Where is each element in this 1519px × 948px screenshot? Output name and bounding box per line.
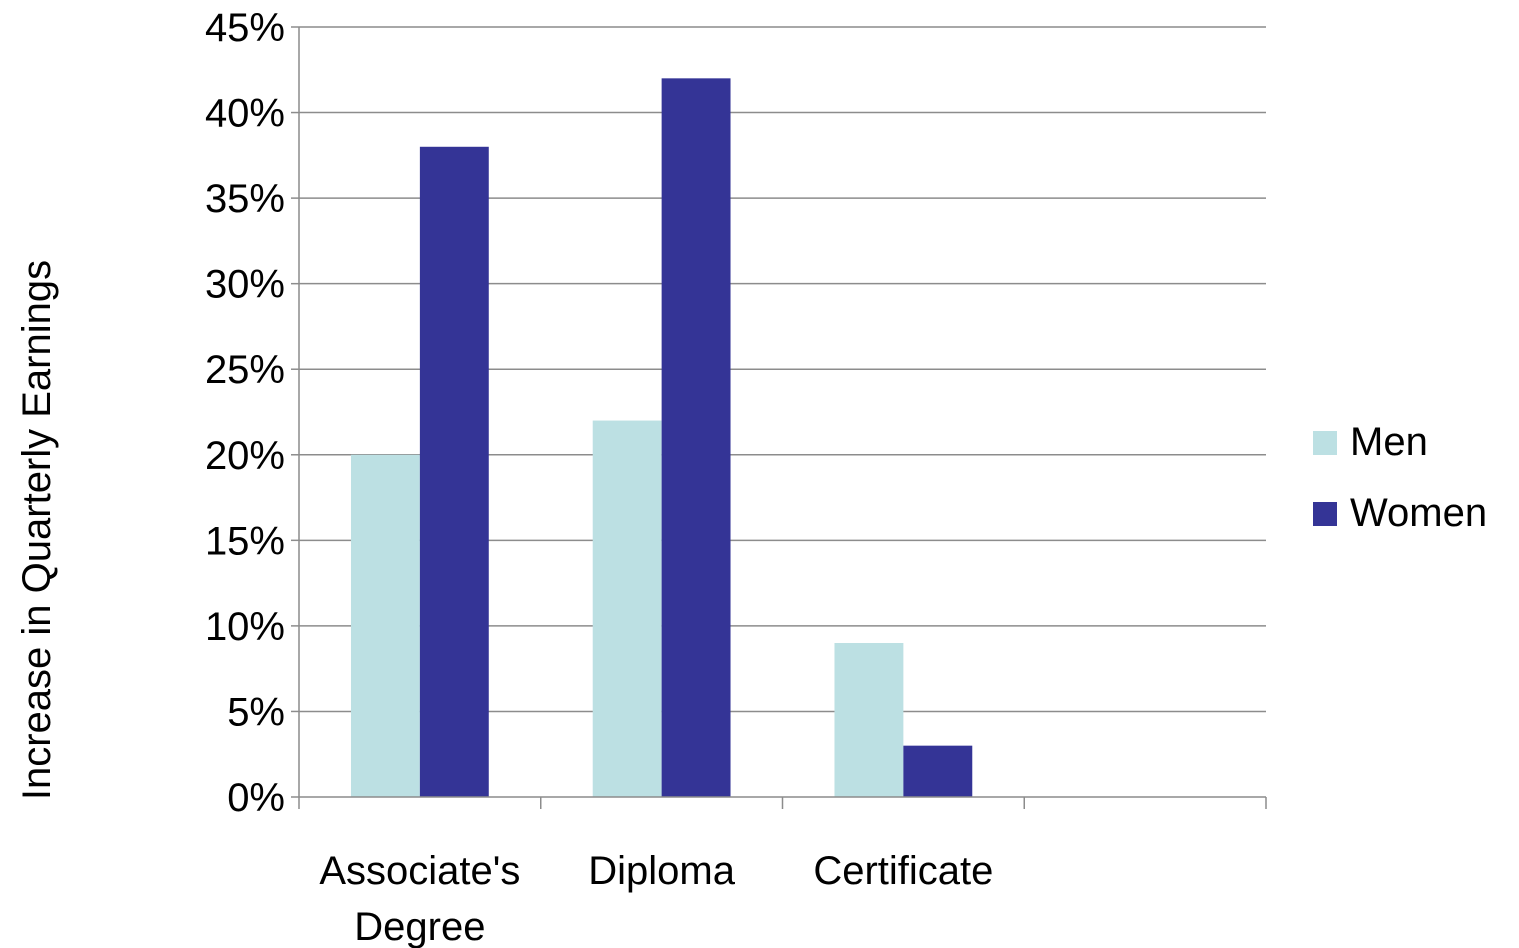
x-category-label: Diploma xyxy=(588,849,735,893)
y-tick-label: 35% xyxy=(205,177,285,221)
bar-men xyxy=(592,420,662,797)
legend-swatch-women xyxy=(1313,502,1337,526)
y-tick-labels: 0% 5% 10% 15% 20% 25% 30% 35% 40% 45% xyxy=(205,6,285,820)
x-category-labels: Associate's Degree Diploma Certificate xyxy=(319,849,993,948)
y-axis-title: Increase in Quarterly Earnings xyxy=(15,260,59,800)
axes xyxy=(291,26,1267,809)
y-tick-label: 5% xyxy=(227,690,285,734)
legend-label-women: Women xyxy=(1350,491,1487,535)
x-category-label: Associate's Degree xyxy=(319,849,520,948)
bar-women xyxy=(903,745,973,797)
legend-label-men: Men xyxy=(1350,420,1428,464)
y-tick-label: 20% xyxy=(205,434,285,478)
bar-men xyxy=(834,643,904,797)
legend-swatch-men xyxy=(1313,431,1337,455)
y-tick-label: 45% xyxy=(205,6,285,50)
y-tick-label: 15% xyxy=(205,519,285,563)
y-tick-label: 40% xyxy=(205,92,285,136)
y-tick-label: 0% xyxy=(227,776,285,820)
y-tick-label: 25% xyxy=(205,348,285,392)
bars xyxy=(350,78,973,798)
y-tick-label: 30% xyxy=(205,263,285,307)
y-tick-label: 10% xyxy=(205,605,285,649)
legend: Men Women xyxy=(1313,420,1487,535)
bar-men xyxy=(350,454,420,797)
bar-women xyxy=(419,146,489,797)
x-category-label: Certificate xyxy=(813,849,993,893)
bar-women xyxy=(661,78,731,798)
